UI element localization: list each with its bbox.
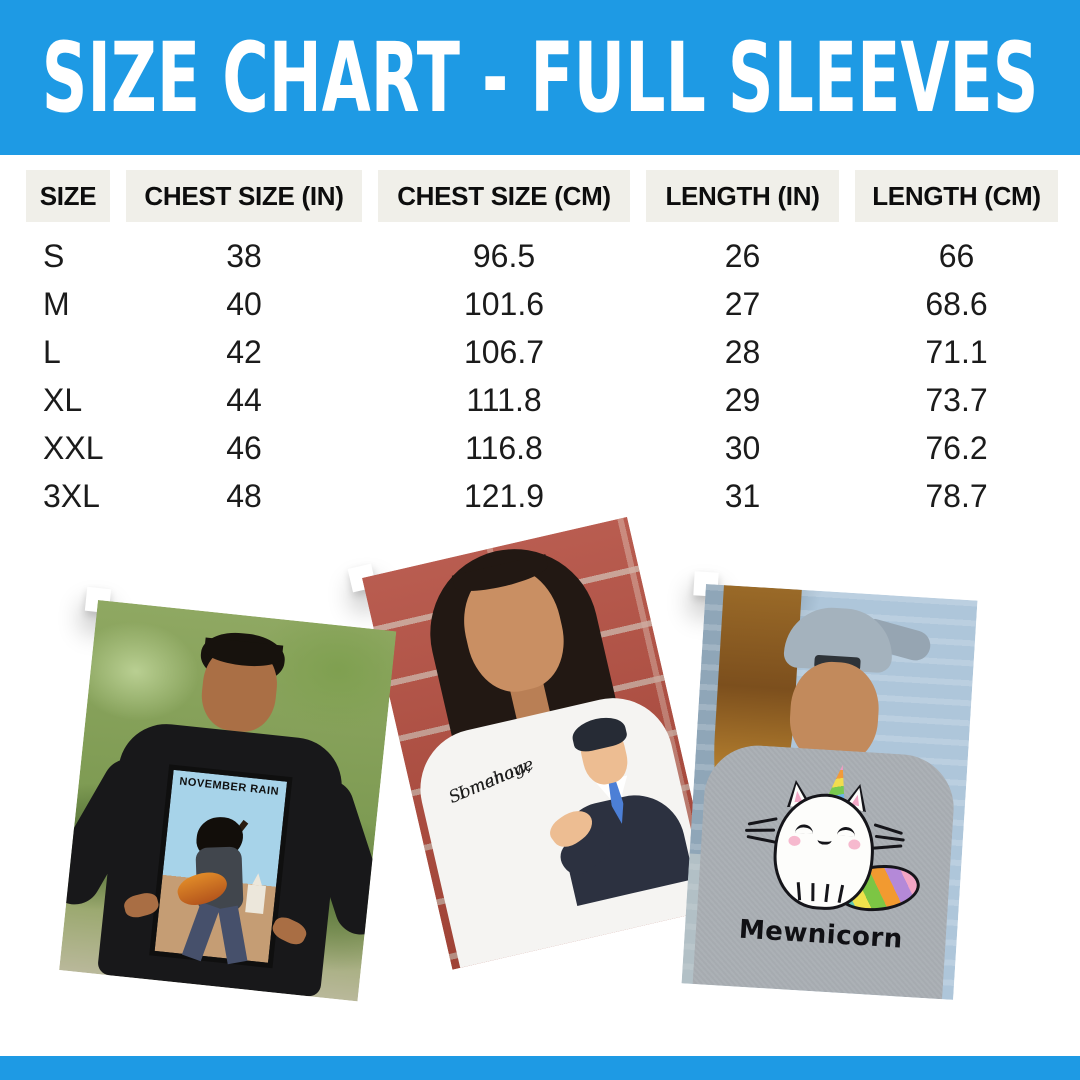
table-cell: 121.9 — [463, 477, 545, 514]
photo-white-tee-somehow-i-manage: Somehow, I manage — [347, 516, 718, 970]
table-cell: 29 — [724, 381, 761, 418]
table-row: L 42 106.7 28 71.1 — [26, 328, 1060, 376]
table-cell: XXL — [43, 429, 104, 466]
table-cell: 78.7 — [925, 477, 988, 514]
table-cell: L — [43, 333, 61, 370]
table-cell: S — [43, 237, 65, 274]
size-table: SIZE CHEST SIZE (IN) CHEST SIZE (CM) LEN… — [26, 170, 1060, 520]
table-cell: 116.8 — [465, 429, 543, 466]
table-cell: 73.7 — [925, 381, 988, 418]
photo-frame: NOVEMBER RAIN — [59, 600, 397, 1002]
table-cell: 106.7 — [463, 333, 545, 370]
table-cell: 30 — [724, 429, 761, 466]
table-row: S 38 96.5 26 66 — [26, 232, 1060, 280]
table-cell: 26 — [724, 237, 761, 274]
table-cell: 31 — [724, 477, 761, 514]
photo-frame: Mewnicorn — [681, 584, 978, 1000]
table-cell: 44 — [226, 381, 262, 418]
table-cell: 3XL — [43, 477, 100, 514]
mewnicorn-cat-graphic — [745, 776, 924, 919]
column-header-size: SIZE — [26, 170, 110, 222]
poster-graphic: NOVEMBER RAIN — [149, 764, 293, 969]
table-cell: 111.8 — [466, 381, 542, 418]
photo-grey-tee-mewnicorn: Mewnicorn — [681, 571, 978, 1000]
poster-title: NOVEMBER RAIN — [178, 775, 280, 798]
column-header-length-cm: LENGTH (CM) — [855, 170, 1058, 222]
church-graphic — [245, 884, 267, 914]
table-cell: 46 — [226, 429, 262, 466]
table-cell: 42 — [226, 333, 262, 370]
table-row: 3XL 48 121.9 31 78.7 — [26, 472, 1060, 520]
guitarist-leg — [218, 905, 248, 965]
table-cell: 71.1 — [925, 333, 988, 370]
column-header-chest-in: CHEST SIZE (IN) — [126, 170, 362, 222]
table-row: XXL 46 116.8 30 76.2 — [26, 424, 1060, 472]
table-cell: 27 — [724, 285, 761, 322]
cat-paw-line — [811, 883, 814, 902]
banner-top: SIZE CHART - FULL SLEEVES — [0, 0, 1080, 155]
guitarist-leg — [181, 901, 220, 962]
table-cell: 38 — [226, 237, 262, 274]
table-cell: 68.6 — [925, 285, 988, 322]
table-body: S 38 96.5 26 66 M 40 101.6 27 68.6 L 42 … — [26, 232, 1060, 520]
table-cell: 96.5 — [472, 237, 536, 274]
table-cell: M — [43, 285, 70, 322]
table-row: M 40 101.6 27 68.6 — [26, 280, 1060, 328]
cat-whisker — [745, 828, 776, 832]
photo-black-tee-november-rain: NOVEMBER RAIN — [59, 586, 397, 1002]
table-cell: 101.6 — [463, 285, 545, 322]
photo-frame: Somehow, I manage — [362, 516, 718, 970]
table-cell: 66 — [938, 237, 975, 274]
table-header-row: SIZE CHEST SIZE (IN) CHEST SIZE (CM) LEN… — [26, 170, 1060, 222]
table-cell: XL — [43, 381, 83, 418]
table-cell: 40 — [226, 285, 262, 322]
banner-bottom — [0, 1056, 1080, 1080]
table-row: XL 44 111.8 29 73.7 — [26, 376, 1060, 424]
column-header-length-in: LENGTH (IN) — [646, 170, 839, 222]
table-cell: 28 — [724, 333, 761, 370]
table-cell: 48 — [226, 477, 262, 514]
table-cell: 76.2 — [925, 429, 988, 466]
page-title: SIZE CHART - FULL SLEEVES — [41, 21, 1039, 134]
column-header-chest-cm: CHEST SIZE (CM) — [378, 170, 630, 222]
